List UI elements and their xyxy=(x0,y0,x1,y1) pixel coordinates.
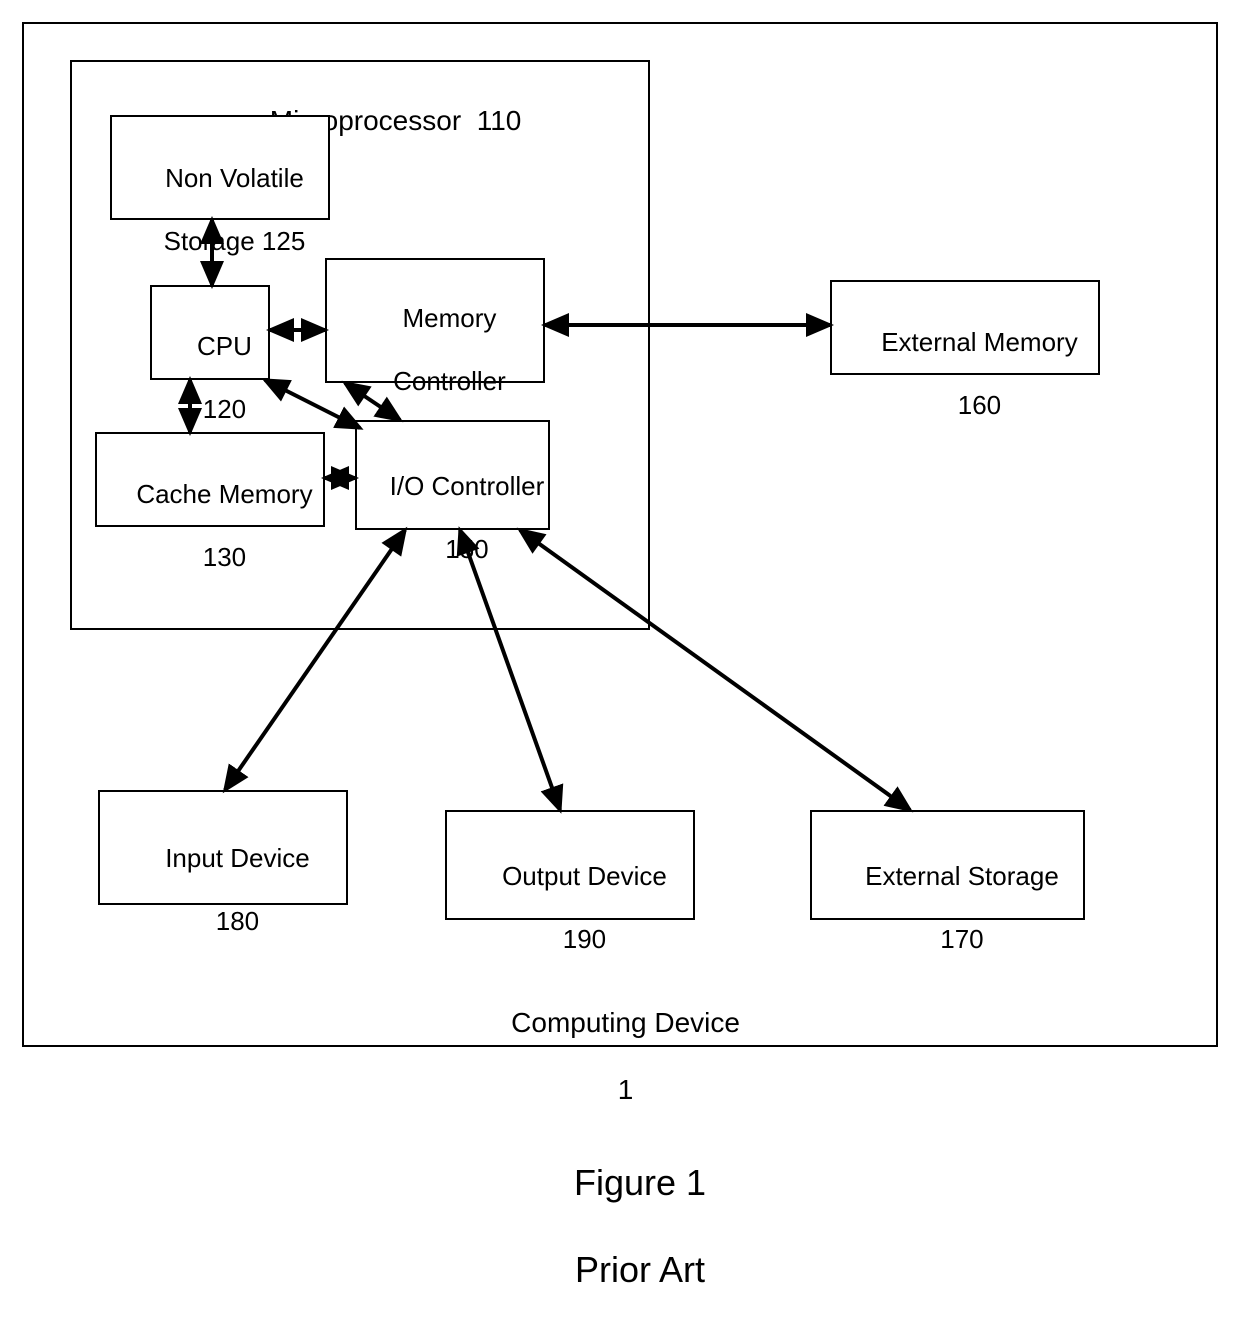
figure-caption-line1: Figure 1 xyxy=(574,1162,706,1203)
diagram-canvas: Computing Device 1 Microprocessor 110 No… xyxy=(0,0,1240,1223)
figure-caption-line2: Prior Art xyxy=(575,1249,705,1290)
computing-device-title-text: Computing Device xyxy=(511,1007,740,1038)
computing-device-title: Computing Device 1 xyxy=(480,972,740,1140)
external-memory-label: External Memory 160 xyxy=(830,296,1100,452)
figure-caption: Figure 1 Prior Art xyxy=(420,1118,820,1334)
input-device-label: Input Device 180 xyxy=(98,812,348,968)
output-device-label: Output Device 190 xyxy=(445,830,695,986)
external-storage-label: External Storage 170 xyxy=(810,830,1085,986)
computing-device-number: 1 xyxy=(618,1074,634,1105)
cache-memory-label: Cache Memory 130 xyxy=(95,448,325,604)
io-controller-label: I/O Controller 150 xyxy=(355,440,550,596)
non-volatile-storage-label: Non Volatile Storage 125 xyxy=(110,132,330,288)
